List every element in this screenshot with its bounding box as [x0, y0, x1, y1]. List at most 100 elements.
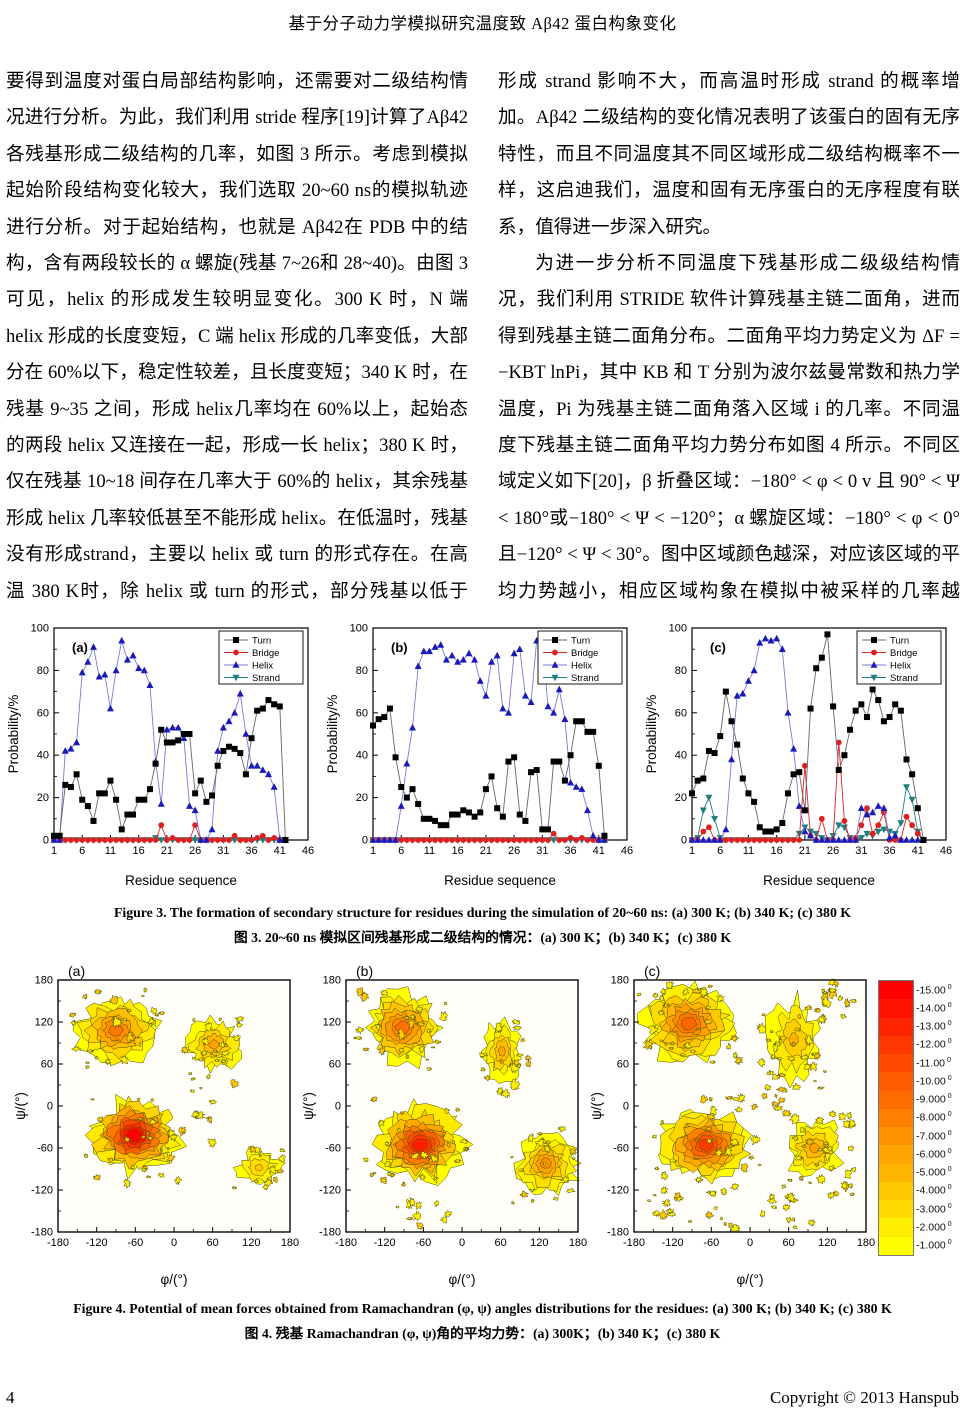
svg-text:26: 26 [827, 845, 839, 857]
svg-text:Strand: Strand [890, 673, 918, 684]
svg-text:-180: -180 [623, 1237, 645, 1249]
svg-text:20: 20 [675, 792, 687, 804]
svg-text:26: 26 [508, 845, 520, 857]
svg-text:36: 36 [245, 845, 257, 857]
figure4-panel-c-chart: -180 -120 -60 0 60 120 180 -180 -120 -60 0 60 120 180… [588, 962, 876, 1292]
svg-text:-60: -60 [415, 1237, 431, 1249]
figure4-panel-b-chart: -180 -120 -60 0 60 120 180 -180 -120 -60 0 60 120 180… [300, 962, 588, 1292]
svg-text:0: 0 [459, 1237, 465, 1249]
svg-text:180: 180 [35, 975, 53, 987]
panel-label: (c) [710, 640, 726, 655]
svg-text:46: 46 [940, 845, 952, 857]
svg-text:60: 60 [675, 707, 687, 719]
colorbar-label: -6.000 0 [916, 1147, 952, 1161]
svg-text:16: 16 [771, 845, 783, 857]
panel-label: (c) [644, 963, 660, 979]
svg-text:0: 0 [623, 1101, 629, 1113]
colorbar-segment [879, 1072, 913, 1091]
figure3-caption-zh: 图 3. 20~60 ns 模拟区间残基形成二级结构的情况：(a) 300 K；… [233, 930, 732, 945]
colorbar-label: -7.000 0 [916, 1129, 952, 1143]
left-handed-helix-basin [788, 1032, 800, 1046]
svg-text:0: 0 [681, 835, 687, 847]
svg-text:60: 60 [329, 1059, 341, 1071]
svg-text:0: 0 [335, 1101, 341, 1113]
svg-text:36: 36 [564, 845, 576, 857]
svg-text:-180: -180 [31, 1227, 53, 1239]
x-axis-label: Residue sequence [763, 873, 875, 888]
svg-text:Strand: Strand [252, 673, 280, 684]
beta-sheet-basin [681, 1016, 698, 1031]
svg-text:60: 60 [617, 1059, 629, 1071]
y-axis-label: Probability/% [644, 695, 659, 774]
figure3-panel-c-chart: 0 20 40 60 80 100 1 6 11 16 21 26 31 36 41 46 Turn Bridge… [644, 618, 959, 892]
colorbar-segment [879, 999, 913, 1018]
figure4-caption-en: Figure 4. Potential of mean forces obtai… [73, 1301, 892, 1316]
y-axis-label: ψ/(°) [301, 1092, 316, 1120]
svg-text:180: 180 [857, 1237, 875, 1249]
colorbar-label: -14.00 0 [916, 1001, 952, 1015]
svg-text:120: 120 [611, 1017, 629, 1029]
paragraph: 要得到温度对蛋白局部结构影响，还需要对二级结构情况进行分析。为此，我们利用 st… [6, 71, 468, 602]
svg-text:Bridge: Bridge [890, 648, 917, 659]
y-axis-label: Probability/% [6, 695, 21, 774]
x-axis-label: Residue sequence [125, 873, 237, 888]
colorbar-label: -8.000 0 [916, 1111, 952, 1124]
svg-text:41: 41 [274, 845, 286, 857]
figure4-charts-row: -180 -120 -60 0 60 120 180 -180 -120 -60 0 60 120 180… [12, 962, 965, 1292]
colorbar-segment [879, 1108, 913, 1127]
svg-text:-120: -120 [662, 1237, 684, 1249]
svg-text:1: 1 [689, 845, 695, 857]
svg-text:11: 11 [424, 845, 435, 857]
colorbar-label: -11.00 0 [916, 1056, 951, 1070]
figure4-panel-a-chart: -180 -120 -60 0 60 120 180 -180 -120 -60 0 60 120 180… [12, 962, 300, 1292]
y-axis-label: ψ/(°) [13, 1092, 28, 1120]
alpha-helix-basin-global-min [412, 1138, 428, 1152]
svg-text:21: 21 [161, 845, 173, 857]
svg-text:-60: -60 [37, 1143, 53, 1155]
svg-text:16: 16 [133, 845, 145, 857]
svg-text:40: 40 [37, 750, 49, 762]
colorbar-label: -2.000 0 [916, 1220, 952, 1234]
svg-text:46: 46 [621, 845, 633, 857]
page-footer: 4 Copyright © 2013 Hanspub [6, 1388, 959, 1408]
colorbar-label: -3.000 0 [916, 1202, 952, 1216]
svg-text:180: 180 [569, 1237, 587, 1249]
panel-label: (b) [391, 640, 408, 655]
figure4-caption: Figure 4. Potential of mean forces obtai… [0, 1296, 965, 1346]
x-axis-label: φ/(°) [449, 1272, 476, 1287]
svg-text:80: 80 [37, 665, 49, 677]
svg-text:20: 20 [37, 792, 49, 804]
svg-text:26: 26 [189, 845, 201, 857]
svg-text:60: 60 [495, 1237, 507, 1249]
svg-text:80: 80 [356, 665, 368, 677]
figure3-panel-b-chart: 0 20 40 60 80 100 1 6 11 16 21 26 31 36 41 46 Turn Bridge… [325, 618, 640, 892]
panel-label: (a) [72, 640, 88, 655]
svg-text:-60: -60 [325, 1143, 341, 1155]
colorbar-label: -1.000 0 [916, 1239, 952, 1252]
svg-text:41: 41 [593, 845, 605, 857]
colorbar-segment [879, 1127, 913, 1146]
svg-text:-180: -180 [47, 1237, 69, 1249]
figure3-caption-en: Figure 3. The formation of secondary str… [113, 905, 852, 920]
svg-text:-60: -60 [703, 1237, 719, 1249]
turn-series [51, 697, 289, 843]
turn-series [370, 705, 608, 839]
figure3-caption: Figure 3. The formation of secondary str… [0, 900, 965, 950]
svg-text:46: 46 [302, 845, 314, 857]
svg-text:0: 0 [171, 1237, 177, 1249]
x-axis-label: φ/(°) [161, 1272, 188, 1287]
svg-text:21: 21 [799, 845, 811, 857]
helix-series [688, 634, 927, 843]
svg-text:120: 120 [242, 1237, 260, 1249]
svg-text:60: 60 [356, 707, 368, 719]
svg-text:6: 6 [717, 845, 723, 857]
svg-text:Strand: Strand [571, 673, 599, 684]
x-axis-label: φ/(°) [737, 1272, 764, 1287]
turn-series [689, 631, 927, 843]
svg-text:0: 0 [747, 1237, 753, 1249]
colorbar-label: -12.00 0 [916, 1038, 952, 1051]
svg-text:120: 120 [323, 1017, 341, 1029]
svg-text:-120: -120 [31, 1185, 53, 1197]
svg-text:Helix: Helix [890, 661, 911, 672]
